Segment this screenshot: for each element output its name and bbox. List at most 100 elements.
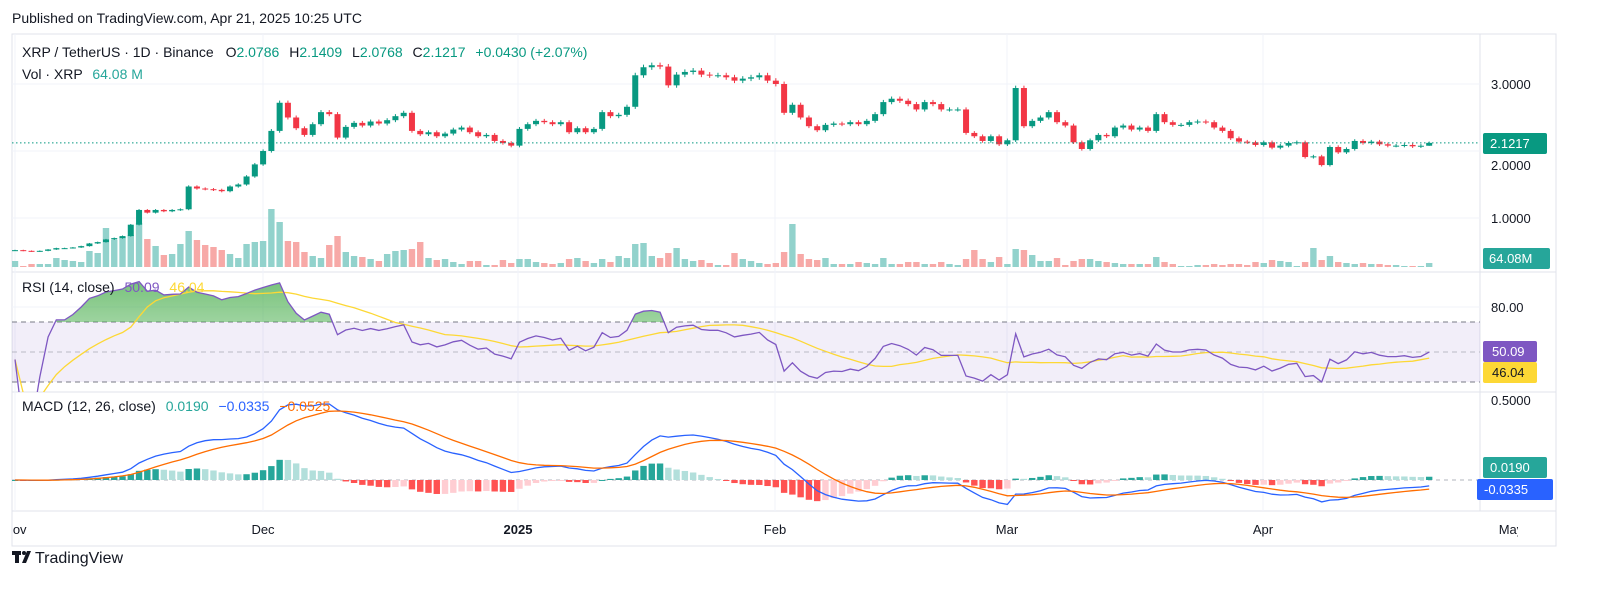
volume-bar	[946, 264, 953, 267]
volume-label[interactable]: Vol · XRP	[22, 66, 82, 82]
macd-histogram-bar	[119, 476, 126, 480]
volume-bar	[731, 253, 738, 267]
time-axis[interactable]: Nov Dec 2025 Feb Mar Apr May	[3, 522, 1523, 537]
volume-bar	[665, 253, 672, 267]
macd-histogram-bar	[466, 480, 474, 492]
macd-histogram-bar	[458, 480, 465, 492]
candle-body	[863, 120, 870, 125]
candle-body	[731, 77, 738, 81]
macd-histogram-bar	[243, 474, 250, 480]
macd-histogram-bar	[1219, 478, 1226, 480]
volume-bar	[847, 264, 854, 267]
macd-histogram-bar	[565, 480, 573, 482]
volume-bar	[880, 258, 887, 267]
volume-value: 64.08 M	[92, 66, 143, 82]
candle-body	[615, 114, 622, 117]
volume-bar	[623, 258, 631, 267]
candle-body	[1202, 121, 1209, 123]
candle-body	[1095, 134, 1102, 141]
volume-bar	[400, 250, 407, 267]
candle-body	[1161, 114, 1168, 123]
volume-bar	[789, 224, 796, 267]
volume-bar	[1293, 266, 1301, 267]
volume-bar	[1037, 261, 1044, 267]
volume-bar	[458, 264, 465, 267]
candle-body	[1128, 125, 1135, 130]
close-value: 2.1217	[423, 44, 466, 60]
price-tick-2: 2.0000	[1491, 158, 1531, 173]
volume-bar	[276, 222, 283, 267]
volume-bar	[1177, 266, 1185, 267]
chart-frame	[11, 33, 1557, 547]
symbol-title[interactable]: XRP / TetherUS · 1D · Binance	[22, 44, 214, 60]
candle-body	[723, 75, 730, 78]
candle-body	[524, 124, 531, 129]
macd-histogram-bar	[301, 468, 308, 480]
volume-bar	[491, 265, 498, 267]
open-value: 2.0786	[236, 44, 279, 60]
candle-body	[144, 209, 151, 213]
volume-bar	[218, 250, 225, 267]
macd-histogram-bar	[797, 480, 804, 498]
volume-bar	[392, 251, 399, 267]
volume-bar	[61, 260, 68, 267]
candle-body	[367, 121, 374, 126]
candle-body	[1227, 130, 1234, 139]
candle-body	[375, 121, 382, 124]
candle-body	[822, 124, 829, 131]
tradingview-logo[interactable]: TradingView	[12, 550, 123, 567]
candle-body	[260, 151, 267, 165]
macd-histogram-bar	[1359, 477, 1367, 480]
macd-axis-tick: 0.5000	[1491, 393, 1531, 408]
candle-body	[590, 128, 597, 133]
volume-bar	[987, 262, 995, 267]
macd-histogram-bar	[880, 480, 887, 482]
volume-bar	[541, 263, 548, 267]
macd-title[interactable]: MACD (12, 26, close)	[22, 398, 156, 414]
candle-body	[1343, 148, 1350, 153]
candle-body	[450, 129, 457, 134]
rsi-title[interactable]: RSI (14, close)	[22, 279, 115, 295]
candle-body	[235, 184, 242, 187]
candle-body	[417, 130, 424, 135]
candle-body	[1037, 117, 1044, 121]
macd-histogram-bar	[532, 480, 540, 484]
candle-body	[963, 109, 970, 133]
candle-body	[425, 132, 432, 135]
volume-bar	[1045, 261, 1052, 267]
volume-bar	[284, 241, 292, 267]
candle-body	[929, 102, 936, 105]
macd-histogram-bar	[863, 480, 871, 490]
macd-histogram-bar	[268, 466, 275, 480]
rsi-line	[14, 280, 1430, 392]
candle-body	[1393, 145, 1400, 147]
macd-histogram-bar	[284, 459, 292, 480]
candle-body	[36, 250, 43, 252]
candle-body	[1169, 122, 1176, 125]
candle-body	[1054, 112, 1061, 123]
candle-body	[657, 65, 664, 67]
macd-histogram-bar	[904, 475, 912, 480]
candle-body	[1178, 124, 1185, 126]
volume-bar	[1368, 264, 1375, 267]
macd-histogram-bar	[1004, 480, 1011, 489]
candle-body	[706, 74, 713, 76]
volume-bar	[805, 259, 813, 267]
price-tick-3: 3.0000	[1491, 77, 1531, 92]
candle-body	[1417, 145, 1424, 147]
macd-histogram-bar	[756, 480, 763, 485]
macd-histogram-bar	[292, 463, 300, 480]
candle-body	[1426, 142, 1433, 146]
candle-body	[739, 78, 746, 81]
price-axis[interactable]: 3.0000 2.0000 1.0000 2.1217 64.08M 80.00…	[1477, 77, 1553, 500]
macd-histogram-bar	[855, 480, 862, 492]
volume-bar	[962, 259, 970, 267]
candle-body	[1360, 140, 1367, 143]
macd-histogram-bar	[764, 480, 771, 487]
candle-body	[400, 112, 407, 117]
volume-bar	[450, 262, 457, 267]
macd-histogram-bar	[830, 480, 837, 499]
volume-bar	[1268, 260, 1276, 267]
volume-bar	[756, 263, 763, 267]
